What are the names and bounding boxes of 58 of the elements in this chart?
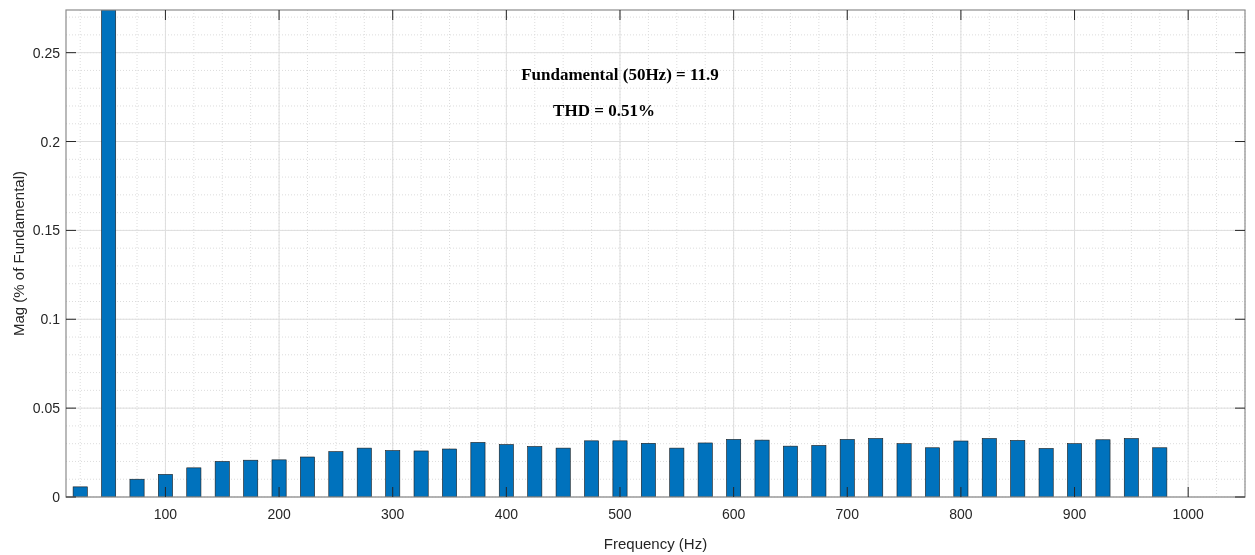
bar — [442, 448, 457, 497]
bar — [839, 439, 855, 497]
bar — [811, 445, 827, 497]
bar — [612, 440, 628, 497]
bar — [640, 443, 656, 497]
x-tick-label: 900 — [1062, 506, 1087, 522]
bar — [555, 447, 571, 497]
x-tick-label: 100 — [153, 506, 178, 522]
annotation: Fundamental (50Hz) = 11.9 — [521, 65, 719, 84]
bar — [498, 444, 514, 497]
x-tick-label: 400 — [494, 506, 519, 522]
bar — [981, 438, 997, 497]
x-tick-label: 1000 — [1172, 506, 1204, 522]
bar — [243, 459, 259, 497]
x-tick-label: 600 — [721, 506, 746, 522]
bar — [584, 440, 599, 497]
bar — [527, 446, 543, 497]
bar — [868, 438, 884, 497]
bar — [1067, 443, 1082, 497]
x-tick-label: 300 — [381, 506, 405, 522]
bar — [129, 478, 145, 497]
bar — [214, 461, 230, 497]
y-tick-label: 0.15 — [32, 222, 61, 239]
bar — [1010, 440, 1026, 497]
bar — [925, 447, 940, 497]
bar — [669, 447, 685, 497]
bar — [385, 450, 401, 497]
bar — [726, 439, 742, 497]
bar — [328, 451, 344, 497]
bar — [1095, 439, 1111, 497]
x-tick-label: 200 — [267, 506, 291, 522]
annotation: THD = 0.51% — [553, 101, 655, 120]
y-tick-label: 0.25 — [32, 44, 61, 61]
bar — [1152, 447, 1168, 497]
bar — [101, 10, 117, 497]
bar — [697, 442, 713, 497]
x-axis-title: Frequency (Hz) — [603, 535, 708, 552]
y-tick-label: 0 — [52, 489, 61, 505]
y-axis-title: Mag (% of Fundamental) — [10, 170, 27, 337]
bar — [413, 450, 429, 497]
bar — [783, 445, 798, 497]
bar — [186, 467, 202, 497]
bar — [271, 459, 287, 497]
x-tick-label: 700 — [835, 506, 860, 522]
y-tick-label: 0.2 — [40, 133, 61, 150]
bar — [1038, 448, 1054, 497]
bar — [356, 447, 372, 497]
bar — [470, 442, 486, 497]
x-tick-label: 800 — [949, 506, 973, 522]
x-tick-label: 500 — [608, 506, 632, 522]
bar — [754, 439, 770, 497]
y-tick-label: 0.1 — [40, 311, 61, 328]
bar — [300, 456, 315, 497]
bar — [1123, 438, 1139, 497]
y-tick-label: 0.05 — [32, 400, 61, 417]
bar — [158, 474, 173, 497]
bar — [953, 440, 969, 497]
bar — [896, 443, 912, 497]
